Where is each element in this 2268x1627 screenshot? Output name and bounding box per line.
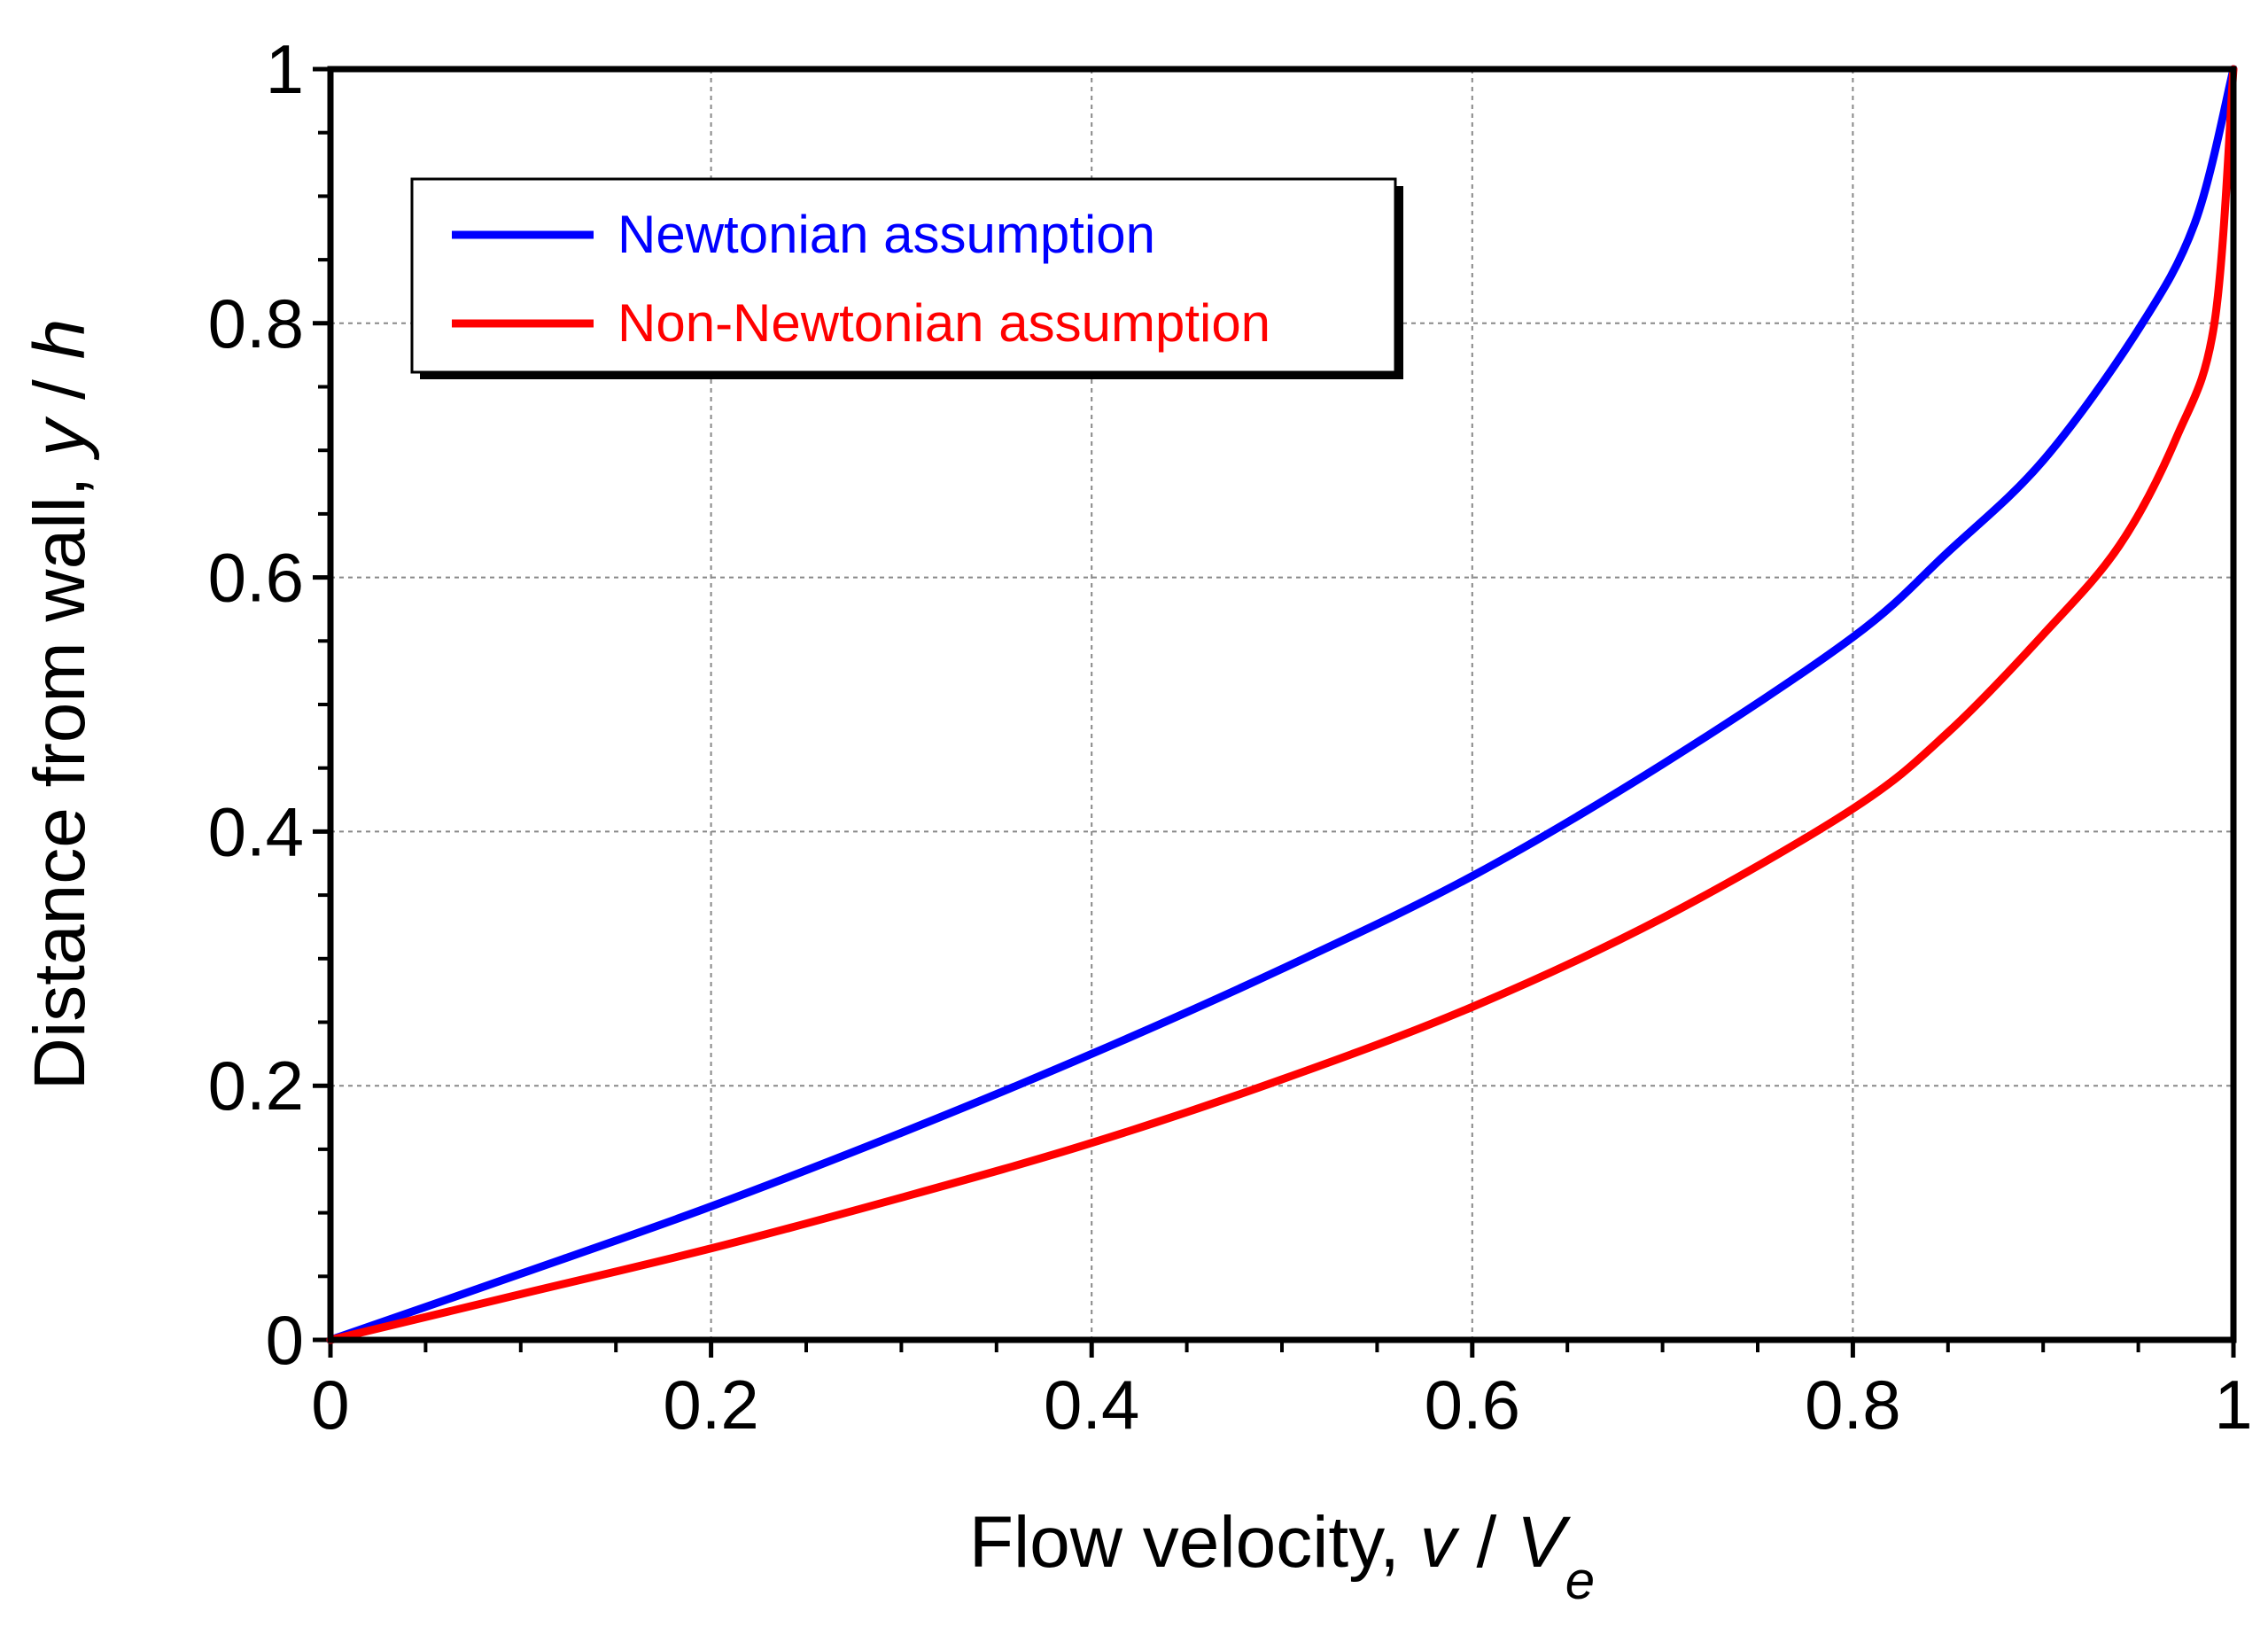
- legend-label-non-newtonian: Non-Newtonian assumption: [617, 293, 1270, 353]
- x-tick-label: 0.2: [663, 1366, 758, 1444]
- x-tick-labels: 0 0.2 0.4 0.6 0.8 1: [311, 1366, 2252, 1444]
- plot-frame: [327, 66, 2237, 1343]
- x-tick-label: 0.4: [1044, 1366, 1139, 1444]
- y-tick-label: 0.2: [208, 1047, 304, 1125]
- y-tick-labels: 0 0.2 0.4 0.6 0.8 1: [208, 30, 304, 1379]
- series-layer: [326, 65, 2238, 1344]
- x-axis-title: Flow velocity, v / Ve: [969, 1502, 1595, 1610]
- legend: Newtonian assumption Non-Newtonian assum…: [410, 177, 1403, 379]
- x-tick-label: 0.6: [1425, 1366, 1520, 1444]
- y-tick-label: 0.6: [208, 539, 304, 617]
- series-non-newtonian: [326, 65, 2238, 1344]
- y-tick-label: 0.4: [208, 792, 304, 870]
- y-tick-label: 1: [266, 30, 304, 108]
- x-tick-label: 0: [311, 1366, 349, 1444]
- series-newtonian: [326, 65, 2238, 1344]
- legend-label-newtonian: Newtonian assumption: [617, 205, 1155, 264]
- y-tick-label: 0: [266, 1301, 304, 1379]
- y-axis-title: Distance from wall, y / h: [19, 319, 100, 1090]
- y-tick-label: 0.8: [208, 284, 304, 362]
- x-tick-label: 0.8: [1805, 1366, 1900, 1444]
- x-tick-label: 1: [2214, 1366, 2252, 1444]
